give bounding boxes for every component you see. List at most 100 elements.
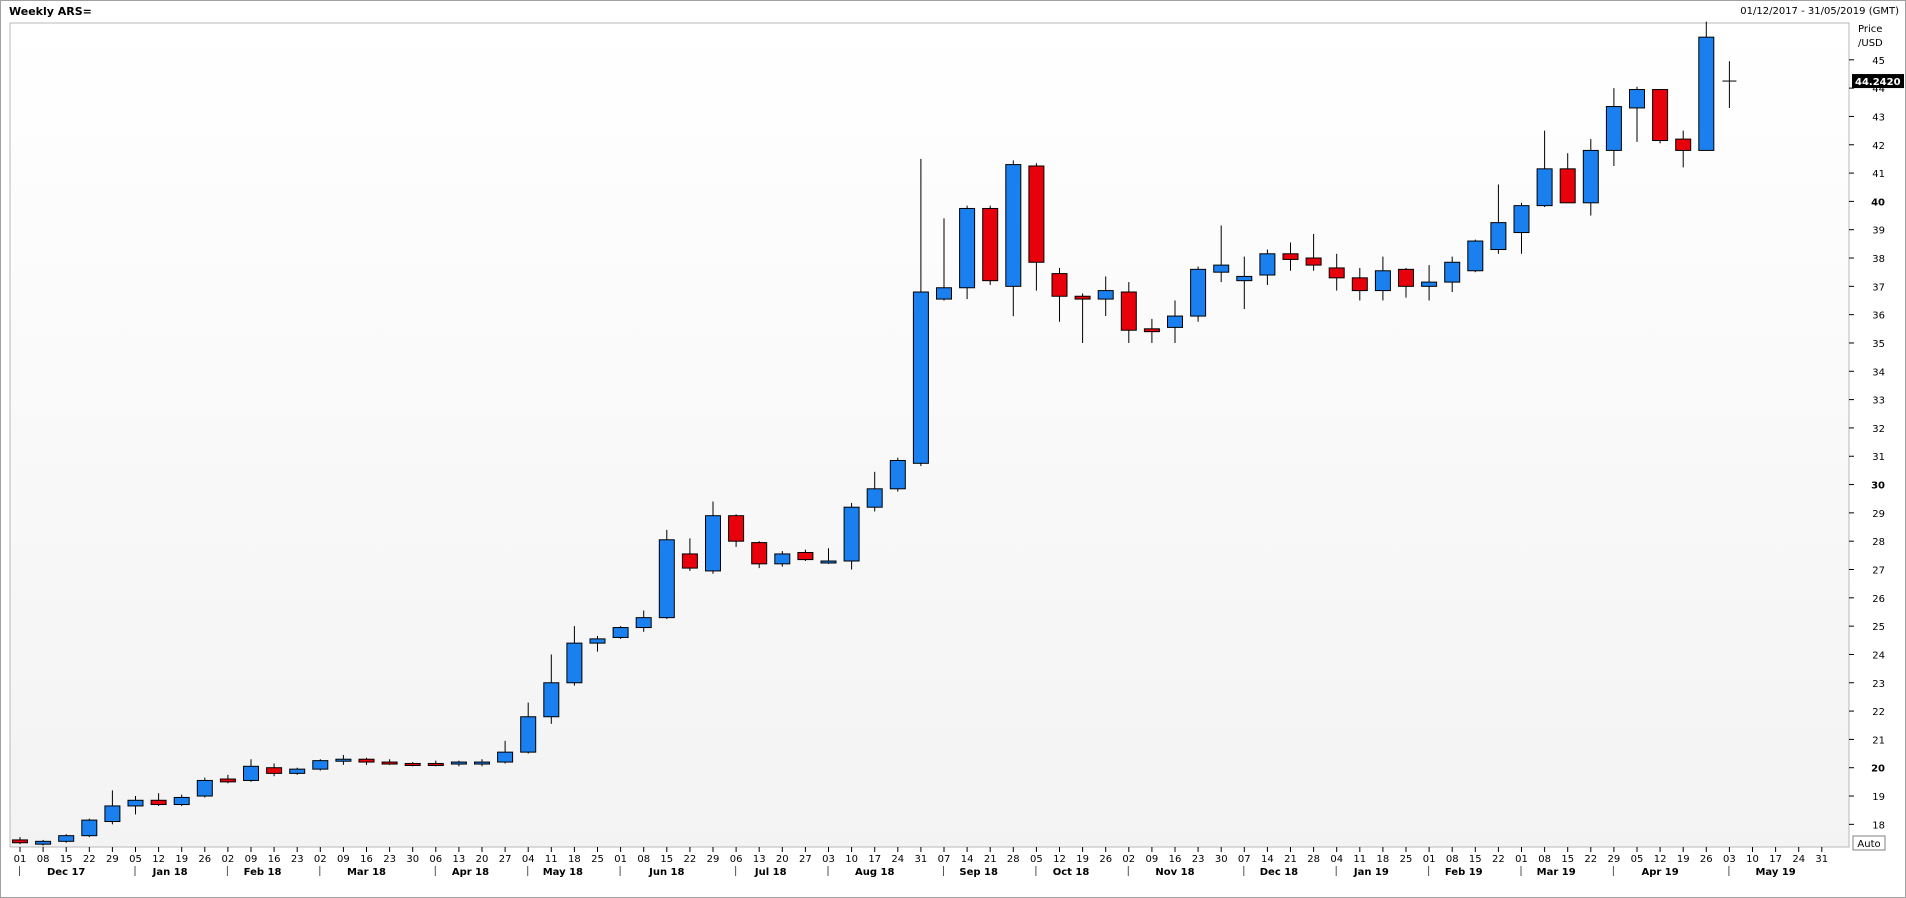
- candle-body-up: [173, 796, 190, 806]
- x-tick-label: 04: [1330, 854, 1343, 865]
- x-tick-label: 13: [453, 854, 466, 865]
- x-tick-label: 21: [984, 854, 997, 865]
- auto-button-label[interactable]: Auto: [1857, 839, 1880, 850]
- candle-body-up: [1190, 268, 1207, 317]
- candle-body-up: [1213, 264, 1230, 273]
- month-label: Mar 18: [347, 867, 386, 878]
- x-tick-label: 07: [938, 854, 951, 865]
- candle-body-up: [1490, 222, 1507, 251]
- price-axis-label: Price: [1858, 24, 1882, 35]
- x-tick-label: 08: [37, 854, 50, 865]
- candle-body-down: [150, 799, 167, 806]
- candle-body-up: [81, 819, 98, 837]
- month-label: Feb 18: [244, 867, 282, 878]
- candle-body-down: [1328, 267, 1345, 279]
- candle-body-down: [982, 207, 999, 282]
- x-tick-label: 22: [83, 854, 96, 865]
- x-tick-label: 22: [684, 854, 697, 865]
- candle-body-down: [1028, 165, 1045, 263]
- x-tick-label: 10: [845, 854, 858, 865]
- y-tick-label: 38: [1872, 254, 1885, 265]
- x-tick-label: 21: [1284, 854, 1297, 865]
- candle-body-up: [612, 627, 629, 638]
- y-tick-label: 39: [1872, 226, 1885, 237]
- candle-body-down: [681, 553, 698, 569]
- candle-body-up: [820, 560, 837, 564]
- candle-body-down: [1074, 295, 1091, 300]
- x-tick-label: 04: [522, 854, 535, 865]
- x-tick-label: 25: [1400, 854, 1413, 865]
- candle-body-down: [1398, 268, 1414, 287]
- x-tick-label: 29: [1608, 854, 1621, 865]
- x-tick-label: 15: [660, 854, 673, 865]
- candle-body-up: [889, 459, 906, 490]
- x-tick-label: 23: [1192, 854, 1205, 865]
- x-tick-label: 10: [1746, 854, 1759, 865]
- month-label: Dec 18: [1260, 867, 1298, 878]
- candle-body-up: [474, 761, 490, 765]
- x-tick-label: 08: [637, 854, 650, 865]
- month-label: Oct 18: [1053, 867, 1090, 878]
- x-tick-label: 14: [961, 854, 974, 865]
- x-tick-label: 15: [1469, 854, 1482, 865]
- candle-body-up: [635, 617, 652, 629]
- x-tick-label: 25: [591, 854, 604, 865]
- y-tick-label: 20: [1871, 764, 1885, 775]
- month-label: Dec 17: [47, 867, 85, 878]
- candle-body-down: [751, 542, 768, 565]
- candle-body-down: [1120, 291, 1137, 331]
- candle-body-up: [520, 716, 537, 753]
- candle-body-down: [358, 758, 375, 763]
- candle-body-up: [497, 751, 514, 763]
- x-tick-label: 26: [1099, 854, 1112, 865]
- month-label: Apr 19: [1641, 867, 1678, 878]
- month-label: May 19: [1755, 867, 1795, 878]
- month-label: Jun 18: [648, 867, 684, 878]
- month-label: Jul 18: [754, 867, 787, 878]
- x-tick-label: 22: [1584, 854, 1597, 865]
- x-tick-label: 22: [1492, 854, 1505, 865]
- x-tick-label: 27: [499, 854, 512, 865]
- candle-body-down: [1051, 273, 1068, 297]
- candle-body-down: [1282, 253, 1299, 260]
- x-tick-label: 15: [60, 854, 73, 865]
- candle-body-down: [1143, 328, 1160, 333]
- month-label: Mar 19: [1537, 867, 1576, 878]
- x-tick-label: 03: [1723, 854, 1736, 865]
- y-tick-label: 21: [1872, 735, 1885, 746]
- candle-body-down: [728, 515, 745, 542]
- month-label: May 18: [543, 867, 583, 878]
- candle-body-up: [936, 287, 952, 300]
- x-tick-label: 01: [614, 854, 627, 865]
- candle-body-down: [427, 762, 444, 766]
- y-tick-label: 41: [1872, 169, 1885, 180]
- candle-body-up: [1444, 261, 1461, 283]
- x-tick-label: 30: [406, 854, 419, 865]
- x-tick-label: 02: [1122, 854, 1135, 865]
- candle-body-up: [1536, 168, 1553, 207]
- candle-body-up: [959, 207, 976, 289]
- candle-body-down: [266, 767, 283, 774]
- y-tick-label: 45: [1872, 56, 1885, 67]
- candle-body-up: [589, 638, 606, 644]
- y-tick-label: 35: [1872, 339, 1885, 350]
- y-tick-label: 37: [1872, 282, 1885, 293]
- chart-title: Weekly ARS=: [9, 5, 92, 18]
- x-tick-label: 19: [1677, 854, 1690, 865]
- x-tick-label: 09: [337, 854, 350, 865]
- x-tick-label: 02: [314, 854, 327, 865]
- candle-body-up: [1421, 281, 1438, 287]
- x-tick-label: 23: [291, 854, 304, 865]
- x-tick-label: 31: [915, 854, 928, 865]
- candle-body-up: [243, 765, 259, 781]
- candle-body-down: [797, 552, 814, 561]
- x-tick-label: 08: [1538, 854, 1551, 865]
- date-range: 01/12/2017 - 31/05/2019 (GMT): [1740, 6, 1899, 17]
- y-tick-label: 19: [1872, 792, 1885, 803]
- y-tick-label: 24: [1872, 650, 1885, 661]
- y-tick-label: 43: [1872, 112, 1885, 123]
- y-tick-label: 32: [1872, 424, 1885, 435]
- candle-body-up: [1167, 315, 1183, 328]
- x-tick-label: 30: [1215, 854, 1228, 865]
